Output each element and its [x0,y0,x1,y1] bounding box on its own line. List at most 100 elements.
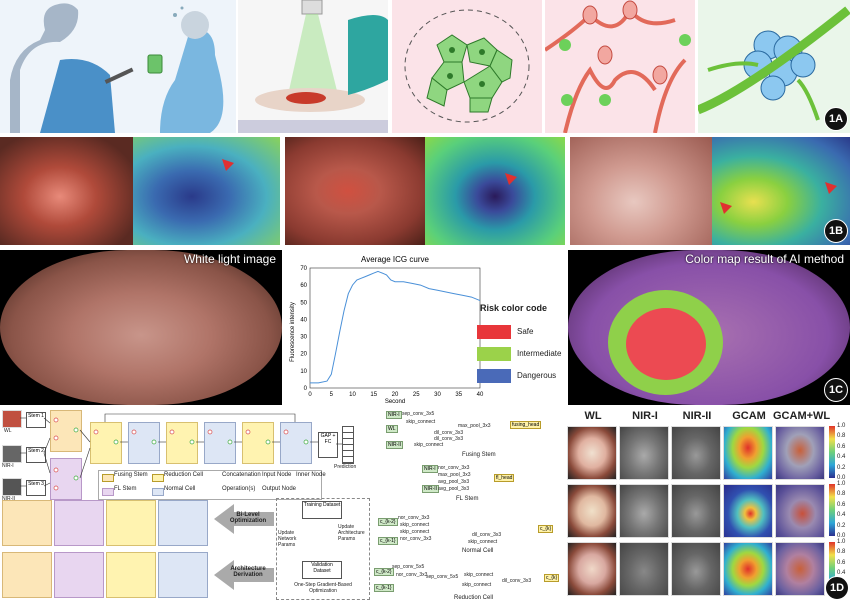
colorbar-tick-2-0: 1.0 [837,539,846,545]
fusing-in-nir2: NIR-II [386,441,404,449]
derivation-label: Architecture Derivation [230,566,266,578]
legend-operations: Operation(s) [222,486,256,492]
x-tick-label-6: 30 [434,392,441,398]
bilevel-arrow-icon [214,504,274,534]
fusing-op-4: dil_conv_3x3 [434,436,464,442]
tumor-cells-illustration [404,9,530,123]
chart-title: Average ICG curve [361,255,429,264]
input-wl-label: WL [4,428,12,434]
colorbar-tick-1-4: 0.2 [837,522,846,529]
risk-label-intermediate: Intermediate [517,349,562,358]
one-step-label: One-Step Gradient-Based Optimization [294,582,352,594]
gcam-thumb-3 [723,542,773,596]
panel-b-pair-1 [0,137,280,245]
update-architecture-params: Update Architecture Params [338,524,365,542]
supernet-row-2 [2,552,210,598]
reduction-op-1: nor_conv_3x3 [396,572,428,578]
risk-swatch-intermediate [477,347,511,361]
nir2-thumb-2 [671,484,721,538]
fl-op-3: avg_pool_3x3 [438,486,470,492]
stem-2: Stem 2 [26,447,46,463]
arrow-marker-icon [222,159,234,171]
reduction-op-5: dil_conv_3x3 [502,578,532,584]
fusing-op-0: sep_conv_3x5 [402,411,435,417]
network-diagram: WL NIR-I NIR-II Stem 1 Stem 2 Stem 3 GAP… [0,408,370,601]
derivation-arrow-icon [214,560,274,590]
reduction-caption: Reduction Cell [454,595,494,601]
reduction-op-2: sep_conv_5x5 [426,574,459,580]
badge-1b: 1B [824,219,848,243]
nir-image-2 [425,137,565,245]
x-tick-label-2: 10 [349,392,356,398]
normal-in-k2: c_{k-2} [378,518,398,526]
colorbar-3 [829,542,835,594]
nir1-thumb-3 [619,542,669,596]
prediction-bar [342,426,354,464]
prediction-label: Prediction [334,464,357,470]
bilevel-label: Bi-Level Optimization [229,512,267,524]
wl-image-1 [0,137,133,245]
normal-op-5: skip_connect [468,539,498,545]
colorbar-tick-1-5: 0.0 [837,533,846,539]
fusing-in-wl: WL [386,425,398,433]
badge-1c: 1C [824,378,848,402]
nir1-thumb-1 [619,426,669,480]
stem-3: Stem 3 [26,480,46,496]
normal-caption: Normal Cell [462,548,494,554]
stem-1: Stem 1 [26,412,46,428]
colorbar-tick-1-1: 0.8 [837,491,846,498]
panel-a-surgery [238,0,388,133]
col-header-gcam-wl: GCAM+WL [773,410,831,422]
normal-op-4: dil_conv_3x3 [472,532,502,538]
fusing-caption: Fusing Stem [462,452,496,458]
panel-a-tumor-vessel: 1A [698,0,850,133]
panel-c-colormap: Color map result of AI method 1C [568,250,850,405]
vessels-illustration [545,0,691,133]
colorbar-tick-0-1: 0.8 [837,433,846,440]
col-header-wl: WL [584,410,602,422]
reduction-in-k1: c_{k-1} [374,584,394,592]
reduction-op-0: sep_conv_5x5 [392,564,425,570]
panel-c-white-light: White light image [0,250,282,405]
icg-line-chart: Average ICG curve Second Fluorescence in… [290,255,484,405]
arrow-marker-icon [825,182,837,194]
y-tick-label-7: 70 [300,266,307,272]
legend-inner-node: Inner Node [296,472,326,478]
colorbar-tick-0-4: 0.2 [837,464,846,471]
panel-b-pair-2 [285,137,565,245]
input-nir1-label: NIR-I [2,463,14,469]
panel-a-vessels [545,0,695,133]
normal-in-k1: c_{k-1} [378,537,398,545]
risk-swatch-dangerous [477,369,511,383]
reduction-op-4: skip_connect [462,582,492,588]
gcam-wl-thumb-2 [775,484,825,538]
chart-ylabel: Fluorescence intensity [290,302,296,362]
badge-1a: 1A [824,107,848,131]
wl-thumb-1 [567,426,617,480]
wl-image-3 [570,137,712,245]
x-tick-label-1: 5 [330,392,334,398]
colorbar-tick-1-3: 0.4 [837,512,846,519]
risk-title: Risk color code [480,303,548,313]
legend-concatenation: Concatenation [222,472,261,478]
nir2-thumb-1 [671,426,721,480]
fusing-in-nir1: NIR-I [386,411,402,419]
fusing-op-3: max_pool_3x3 [458,423,491,429]
colorbar-tick-0-3: 0.4 [837,454,846,461]
optimization-box [276,498,370,600]
white-light-title: White light image [183,252,276,266]
fl-in-nir2: NIR-II [422,485,440,493]
y-tick-label-0: 0 [304,386,308,392]
reduction-cell-1 [166,422,198,464]
fl-head: fl_head [494,474,515,482]
arrow-marker-icon [720,202,732,214]
y-tick-label-2: 20 [300,352,307,358]
x-tick-label-7: 35 [455,392,462,398]
surgery-illustration [238,0,388,133]
fusing-op-1: skip_connect [406,419,436,425]
x-tick-label-4: 20 [392,392,399,398]
supernet-row-1 [2,500,210,546]
colormap-title: Color map result of AI method [685,252,844,266]
input-nir2-label: NIR-II [2,496,16,502]
x-tick-label-8: 40 [477,392,484,398]
